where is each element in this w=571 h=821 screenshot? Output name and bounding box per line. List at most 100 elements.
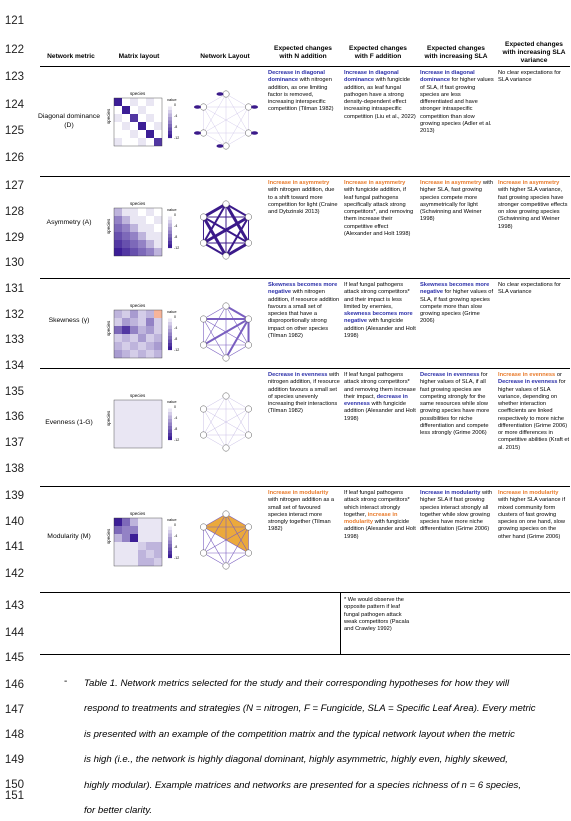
matrix-cell bbox=[154, 130, 162, 138]
matrix-cell bbox=[154, 526, 162, 534]
network-edge bbox=[203, 318, 249, 346]
matrix-cell bbox=[146, 350, 154, 358]
network-edge bbox=[203, 526, 249, 554]
matrix-cell bbox=[130, 130, 138, 138]
matrix-cell bbox=[154, 416, 162, 424]
text-segment: with fungicide addition (Alexander and H… bbox=[344, 318, 416, 339]
legend-tick: -12 bbox=[174, 438, 179, 442]
matrix-cell bbox=[114, 350, 122, 358]
legend-swatch bbox=[168, 408, 172, 413]
line-number: 143 bbox=[4, 600, 24, 612]
line-number: 147 bbox=[4, 704, 24, 716]
matrix-cell bbox=[154, 208, 162, 216]
legend-swatch bbox=[168, 223, 172, 228]
column-divider bbox=[340, 592, 341, 654]
matrix-cell bbox=[122, 310, 130, 318]
hypothesis-sla: Increase in diagonal dominance for highe… bbox=[420, 70, 494, 135]
row-divider bbox=[40, 176, 570, 177]
legend-swatch bbox=[168, 547, 172, 552]
row-divider bbox=[40, 486, 570, 487]
line-number: 132 bbox=[4, 309, 24, 321]
matrix-cell bbox=[146, 408, 154, 416]
legend-swatch bbox=[168, 554, 172, 559]
hypothesis-n: Skewness becomes more negative with nitr… bbox=[268, 282, 340, 340]
text-segment: for higher values of SLA, if fast growin… bbox=[420, 77, 494, 134]
network-node bbox=[222, 444, 230, 452]
text-segment: with higher SLA if fast growing species … bbox=[420, 490, 493, 533]
text-segment: Decrease in evenness bbox=[268, 372, 328, 378]
matrix-cell bbox=[146, 318, 154, 326]
matrix-cell bbox=[138, 424, 146, 432]
matrix-cell bbox=[146, 122, 154, 130]
caption-line: highly modular). Example matrices and ne… bbox=[84, 779, 521, 791]
matrix-cell bbox=[130, 240, 138, 248]
network-node bbox=[245, 341, 252, 349]
matrix-cell bbox=[130, 342, 138, 350]
caption-line: Table 1. Network metrics selected for th… bbox=[84, 678, 510, 689]
matrix-cell bbox=[130, 224, 138, 232]
matrix-cell bbox=[138, 130, 146, 138]
line-number: 121 bbox=[4, 15, 24, 27]
caption-line: for better clarity. bbox=[84, 805, 153, 816]
matrix-cell bbox=[154, 542, 162, 550]
matrix-cell bbox=[138, 518, 146, 526]
legend-tick: -8 bbox=[174, 337, 177, 341]
matrix-cell bbox=[154, 240, 162, 248]
matrix-axis-label: species bbox=[106, 410, 111, 426]
matrix-cell bbox=[122, 432, 130, 440]
line-number: 125 bbox=[4, 125, 24, 137]
matrix-cell bbox=[138, 208, 146, 216]
line-number: 134 bbox=[4, 360, 24, 372]
line-number: 144 bbox=[4, 627, 24, 639]
network-edge bbox=[225, 203, 250, 218]
legend-tick: -4 bbox=[174, 114, 177, 118]
matrix-cell bbox=[138, 558, 146, 566]
network-layout bbox=[200, 200, 252, 260]
matrix-axis-label: species bbox=[106, 320, 111, 336]
hypothesis-n: Increase in asymmetry with nitrogen addi… bbox=[268, 180, 340, 216]
legend-tick: 0 bbox=[174, 213, 176, 217]
matrix-cell bbox=[122, 408, 130, 416]
matrix-cell bbox=[130, 432, 138, 440]
line-number: 127 bbox=[4, 180, 24, 192]
matrix-cell bbox=[122, 400, 130, 408]
legend-title: value bbox=[167, 97, 177, 102]
hypothesis-f: Increase in asymmetry with fungicide add… bbox=[344, 180, 416, 238]
network-edge bbox=[203, 305, 227, 320]
network-edge bbox=[203, 344, 227, 359]
network-edge bbox=[203, 106, 249, 134]
matrix-cell bbox=[138, 526, 146, 534]
matrix-cell bbox=[114, 224, 122, 232]
network-edge bbox=[202, 216, 250, 244]
text-segment: with nitrogen addition as a small set of… bbox=[268, 497, 335, 533]
legend-swatch bbox=[168, 127, 172, 132]
text-segment: Increase in asymmetry bbox=[420, 180, 482, 186]
legend-tick: -12 bbox=[174, 556, 179, 560]
matrix-cell bbox=[154, 232, 162, 240]
matrix-cell bbox=[154, 106, 162, 114]
matrix-cell bbox=[114, 550, 122, 558]
network-node bbox=[222, 392, 230, 400]
matrix-cell bbox=[146, 534, 154, 542]
matrix-cell bbox=[122, 526, 130, 534]
network-edge bbox=[202, 216, 228, 257]
header-slavar: Expected changes with increasing SLA var… bbox=[502, 41, 566, 64]
matrix-cell bbox=[138, 224, 146, 232]
matrix-cell bbox=[130, 440, 138, 448]
text-segment: with nitrogen addition, due to a shift t… bbox=[268, 187, 338, 215]
legend-swatch bbox=[168, 526, 172, 531]
matrix-cell bbox=[122, 130, 130, 138]
text-segment: for higher values of SLA variance, depen… bbox=[498, 379, 570, 451]
matrix-cell bbox=[130, 106, 138, 114]
legend-swatch bbox=[168, 537, 172, 541]
line-number: 149 bbox=[4, 754, 24, 766]
legend-swatch bbox=[168, 244, 172, 249]
legend-swatch bbox=[168, 332, 172, 337]
network-edge bbox=[225, 552, 249, 567]
matrix-cell bbox=[122, 326, 130, 334]
hypothesis-sla: Skewness becomes more negative for highe… bbox=[420, 282, 494, 326]
matrix-cell bbox=[122, 114, 130, 122]
header-rule bbox=[40, 66, 570, 67]
